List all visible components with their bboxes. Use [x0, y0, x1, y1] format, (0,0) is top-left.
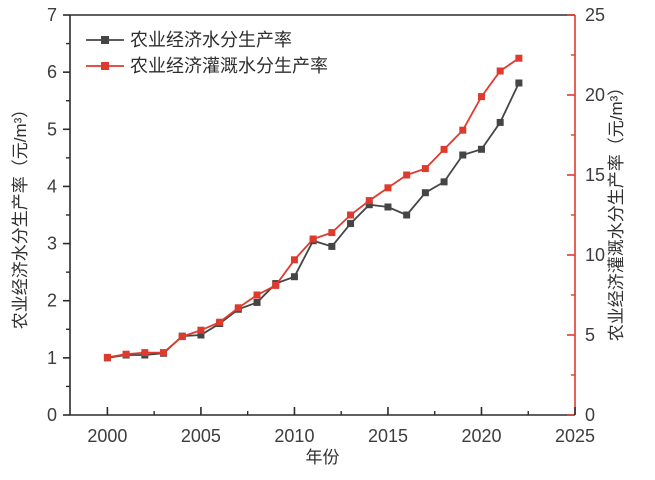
data-point-marker: [234, 304, 242, 312]
data-point-marker: [515, 79, 523, 87]
data-point-marker: [365, 201, 373, 209]
y-left-tick-label: 0: [47, 405, 57, 425]
y-right-tick-label: 10: [585, 245, 605, 265]
data-point-marker: [160, 349, 168, 357]
x-tick-label: 2005: [181, 426, 221, 446]
data-point-marker: [403, 171, 411, 179]
data-point-marker: [197, 326, 205, 334]
data-point-marker: [477, 145, 485, 153]
data-point-marker: [421, 165, 429, 173]
data-point-marker: [347, 211, 355, 219]
legend-marker: [101, 36, 109, 44]
legend-item: 农业经济灌溉水分生产率: [86, 56, 328, 76]
y-right-tick-label: 25: [585, 5, 605, 25]
data-point-marker: [421, 189, 429, 197]
data-point-marker: [103, 353, 111, 361]
data-point-marker: [496, 67, 504, 75]
data-point-marker: [141, 349, 149, 357]
data-point-marker: [459, 151, 467, 159]
data-point-marker: [253, 298, 261, 306]
data-point-marker: [309, 235, 317, 243]
legend-marker: [101, 62, 109, 70]
y-right-tick-label: 15: [585, 165, 605, 185]
data-point-marker: [403, 211, 411, 219]
data-point-marker: [197, 331, 205, 339]
data-point-marker: [384, 203, 392, 211]
data-point-marker: [290, 273, 298, 281]
y-left-tick-label: 5: [47, 119, 57, 139]
y-left-axis-title: 农业经济水分生产率（元/m³）: [11, 101, 30, 330]
x-tick-label: 2025: [555, 426, 595, 446]
data-point-marker: [122, 350, 130, 358]
x-tick-label: 2015: [368, 426, 408, 446]
x-tick-label: 2010: [274, 426, 314, 446]
data-point-marker: [290, 256, 298, 264]
data-point-marker: [178, 333, 186, 341]
data-point-marker: [216, 318, 224, 326]
y-left-tick-label: 4: [47, 176, 57, 196]
data-point-marker: [440, 145, 448, 153]
data-point-marker: [515, 54, 523, 62]
data-point-marker: [328, 242, 336, 250]
x-axis-title: 年份: [306, 448, 340, 467]
legend-label: 农业经济灌溉水分生产率: [130, 56, 328, 76]
data-point-marker: [459, 126, 467, 134]
x-tick-label: 2000: [87, 426, 127, 446]
y-right-tick-label: 5: [585, 325, 595, 345]
data-point-marker: [365, 197, 373, 205]
y-left-tick-label: 6: [47, 62, 57, 82]
y-left-tick-label: 2: [47, 291, 57, 311]
data-point-marker: [272, 281, 280, 289]
legend-item: 农业经济水分生产率: [86, 30, 292, 50]
x-tick-label: 2020: [461, 426, 501, 446]
y-right-axis-title: 农业经济灌溉水分生产率（元/m³）: [607, 79, 626, 342]
data-point-marker: [253, 291, 261, 299]
y-right-tick-label: 20: [585, 85, 605, 105]
y-left-tick-label: 3: [47, 234, 57, 254]
y-right-tick-label: 0: [585, 405, 595, 425]
y-left-tick-label: 7: [47, 5, 57, 25]
data-point-marker: [477, 93, 485, 101]
y-left-tick-label: 1: [47, 348, 57, 368]
data-point-marker: [440, 178, 448, 186]
data-point-marker: [328, 229, 336, 237]
series-right-axis: [103, 54, 523, 361]
data-point-marker: [384, 184, 392, 192]
legend-label: 农业经济水分生产率: [130, 30, 292, 50]
data-point-marker: [347, 220, 355, 228]
data-point-marker: [496, 118, 504, 126]
